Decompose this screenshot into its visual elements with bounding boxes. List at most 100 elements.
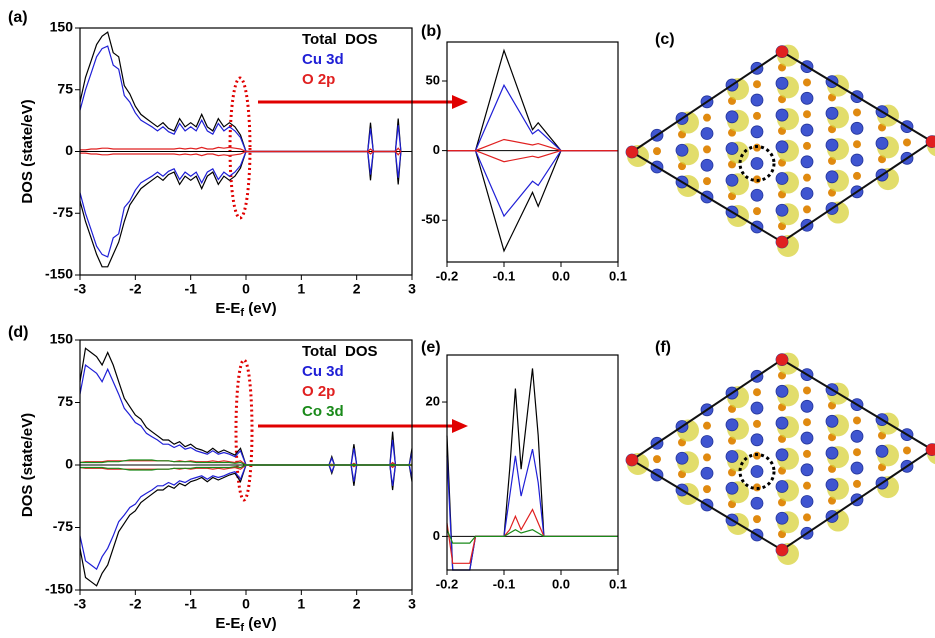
- plot-frame: [446, 41, 619, 263]
- cu-atom: [775, 511, 789, 525]
- cu-atom: [725, 450, 739, 463]
- cu-atom: [800, 91, 814, 105]
- dos-line: [446, 529, 618, 544]
- cu-atom: [800, 155, 814, 169]
- y-tick-label: 0: [433, 528, 440, 543]
- y-tick-label: 50: [426, 72, 440, 87]
- y-tick-label: 0: [65, 456, 73, 472]
- x-tick-label: -0.2: [436, 268, 458, 283]
- cu-atom: [800, 431, 814, 445]
- x-tick-label: -3: [74, 596, 87, 612]
- y-axis-label: DOS (state/eV): [19, 413, 36, 517]
- cu-atom: [775, 480, 789, 493]
- x-axis-label-part: E-E: [215, 615, 240, 632]
- dos-line: [79, 464, 413, 587]
- x-tick-label: 1: [297, 596, 305, 612]
- legend-entry: Co 3d: [302, 403, 344, 420]
- cu-atom: [675, 143, 689, 157]
- dos-line: [447, 150, 618, 218]
- cu-atom: [750, 465, 764, 478]
- cu-atom: [825, 106, 839, 120]
- cu-atom: [775, 384, 789, 398]
- cu-atom: [750, 157, 764, 170]
- o-atom: [753, 515, 761, 524]
- plot-frame: [446, 354, 619, 571]
- highlight-ellipse: [234, 358, 254, 502]
- arrows: [228, 76, 468, 502]
- x-axis-label-part: (eV): [244, 615, 277, 632]
- x-tick-label: -1: [184, 281, 197, 297]
- x-tick-label: 0: [242, 281, 250, 297]
- cu-atom: [675, 451, 689, 465]
- cu-atom: [775, 140, 789, 154]
- highlight-circle: [738, 453, 776, 491]
- cu-atom: [800, 463, 814, 477]
- legend-entry: Total DOS: [302, 31, 378, 48]
- arrow-head: [452, 419, 468, 433]
- x-tick-label: 1: [297, 281, 305, 297]
- x-axis-label-part: (eV): [244, 300, 277, 317]
- o-atom: [753, 419, 761, 428]
- cu-atom: [725, 110, 739, 124]
- corner-atom: [776, 236, 788, 248]
- o-atom: [653, 147, 661, 156]
- cu-atom: [875, 444, 889, 458]
- cu-atom: [725, 142, 739, 155]
- o-atom: [853, 140, 861, 149]
- cu-atom: [750, 125, 764, 139]
- o-atom: [803, 205, 811, 214]
- panel-label: (d): [8, 324, 28, 341]
- dos-line: [79, 150, 402, 268]
- cu-atom: [825, 446, 839, 460]
- cu-atom: [750, 433, 764, 447]
- cu-atom: [850, 429, 864, 443]
- x-tick-label: 3: [408, 281, 416, 297]
- dos-line: [79, 464, 413, 571]
- cu-atom: [725, 173, 739, 187]
- dos-line: [447, 150, 618, 163]
- corner-atom: [626, 146, 638, 158]
- o-atom: [753, 388, 761, 397]
- x-tick-label: -1: [184, 596, 197, 612]
- x-tick-label: 0.1: [609, 268, 627, 283]
- legend-entry: O 2p: [302, 71, 335, 88]
- corner-atom: [776, 353, 788, 366]
- cu-atom: [750, 188, 764, 202]
- cu-atom: [775, 172, 789, 185]
- x-axis-label-part: E-E: [215, 300, 240, 317]
- y-tick-label: 150: [50, 19, 74, 35]
- legend-entry: O 2p: [302, 383, 335, 400]
- panel-label: (a): [8, 9, 28, 26]
- cu-atom: [775, 203, 789, 217]
- panel-label: (c): [655, 31, 675, 48]
- x-tick-label: -0.1: [493, 576, 515, 591]
- dos-line: [80, 146, 402, 153]
- o-atom: [753, 207, 761, 216]
- x-tick-label: -0.1: [493, 268, 515, 283]
- x-tick-label: 0.0: [552, 268, 570, 283]
- corner-atom: [776, 544, 788, 556]
- o-atom: [703, 113, 711, 122]
- dos-line: [80, 150, 402, 157]
- arrow-head: [452, 95, 468, 109]
- y-tick-label: 150: [50, 331, 74, 347]
- o-atom: [803, 481, 811, 490]
- o-atom: [803, 173, 811, 182]
- x-tick-label: 2: [353, 281, 361, 297]
- o-atom: [853, 108, 861, 117]
- o-atom: [703, 177, 711, 186]
- o-atom: [653, 455, 661, 464]
- legend-entry: Cu 3d: [302, 51, 344, 68]
- cu-atom: [850, 461, 864, 475]
- y-tick-label: 20: [426, 393, 440, 408]
- x-tick-label: 2: [353, 596, 361, 612]
- dos-line: [79, 31, 402, 153]
- y-tick-label: 75: [57, 393, 73, 409]
- x-tick-label: -3: [74, 281, 87, 297]
- panel-label: (b): [421, 23, 441, 40]
- o-atom: [803, 418, 811, 427]
- x-tick-label: -2: [129, 596, 142, 612]
- cu-atom: [825, 414, 839, 428]
- cu-atom: [800, 187, 814, 200]
